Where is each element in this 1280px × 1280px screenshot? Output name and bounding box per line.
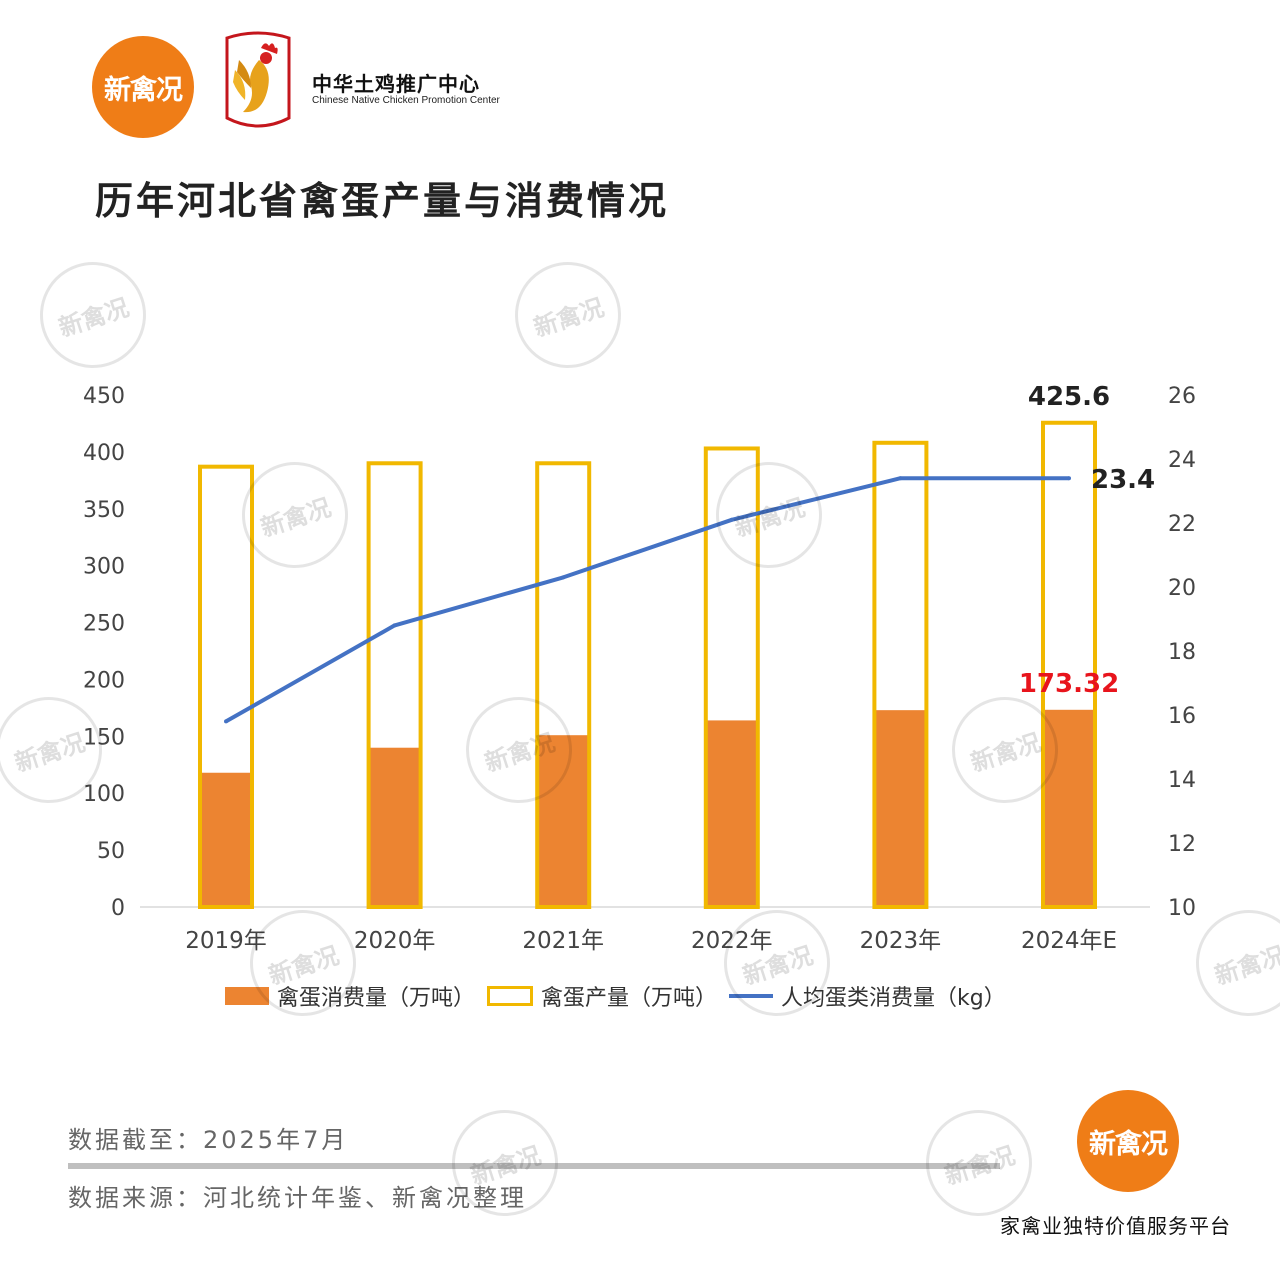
- y-left-tick-label: 250: [83, 612, 125, 637]
- y-left-tick-label: 300: [83, 555, 125, 580]
- line-point-per-capita: [392, 623, 397, 628]
- brand-logo: 新禽况: [92, 36, 194, 138]
- brand-name-en: Chinese Native Chicken Promotion Center: [312, 95, 500, 106]
- y-right-tick-label: 10: [1168, 896, 1196, 921]
- legend-item-consumption: 禽蛋消费量（万吨）: [225, 980, 475, 1012]
- brand-logo-text: 新禽况: [104, 74, 183, 106]
- legend-label-per-capita: 人均蛋类消费量（kg）: [781, 986, 1006, 1011]
- bar-production: [366, 461, 423, 909]
- bar-consumption: [875, 710, 926, 907]
- bar-consumption: [369, 747, 420, 907]
- bar-consumption: [1044, 709, 1094, 907]
- line-point-per-capita: [729, 517, 734, 522]
- bar-production: [703, 446, 760, 909]
- y-right-tick-label: 14: [1168, 768, 1196, 793]
- data-source: 数据来源：河北统计年鉴、新禽况整理: [68, 1184, 527, 1212]
- footer-logo-text: 新禽况: [1089, 1128, 1168, 1160]
- legend-label-production: 禽蛋产量（万吨）: [541, 986, 718, 1011]
- x-tick-label: 2022年: [691, 928, 773, 954]
- x-tick-label: 2024年E: [1021, 928, 1117, 954]
- footer-divider: [68, 1163, 1000, 1169]
- line-point-per-capita: [898, 476, 903, 481]
- legend-swatch-per-capita: [729, 994, 774, 998]
- legend-swatch-production: [487, 986, 534, 1006]
- y-right-tick-label: 16: [1168, 704, 1196, 729]
- chart-legend: 禽蛋消费量（万吨） 禽蛋产量（万吨） 人均蛋类消费量（kg）: [225, 980, 1018, 1012]
- y-left-tick-label: 0: [111, 896, 125, 921]
- platform-tagline: 家禽业独特价值服务平台: [1000, 1214, 1231, 1238]
- legend-item-per-capita: 人均蛋类消费量（kg）: [729, 980, 1006, 1012]
- x-tick-label: 2021年: [522, 928, 604, 954]
- bar-consumption: [201, 772, 251, 907]
- page-title: 历年河北省禽蛋产量与消费情况: [95, 179, 670, 223]
- footer-logo: 新禽况: [1077, 1090, 1179, 1192]
- y-right-tick-label: 18: [1168, 640, 1196, 665]
- data-date: 数据截至：2025年7月: [68, 1126, 349, 1154]
- line-point-per-capita: [561, 575, 566, 580]
- y-left-tick-label: 100: [83, 782, 125, 807]
- y-right-tick-label: 12: [1168, 832, 1196, 857]
- y-right-tick-label: 24: [1168, 448, 1196, 473]
- bar-production: [872, 440, 929, 909]
- y-right-tick-label: 22: [1168, 512, 1196, 537]
- y-right-tick-label: 26: [1168, 384, 1196, 409]
- bar-production: [535, 461, 592, 909]
- brand-name-cn: 中华土鸡推广中心: [312, 72, 480, 96]
- y-left-tick-label: 400: [83, 441, 125, 466]
- data-label-consumption: 173.32: [1019, 669, 1119, 699]
- legend-swatch-consumption: [225, 987, 269, 1005]
- x-tick-label: 2023年: [860, 928, 942, 954]
- bar-production: [198, 464, 254, 909]
- y-left-tick-label: 350: [83, 498, 125, 523]
- x-tick-label: 2019年: [185, 928, 267, 954]
- line-point-per-capita: [224, 719, 228, 724]
- line-point-per-capita: [1067, 476, 1071, 481]
- y-right-tick-label: 20: [1168, 576, 1196, 601]
- y-left-tick-label: 450: [83, 384, 125, 409]
- line-per-capita: [225, 476, 1069, 724]
- bar-consumption: [706, 720, 757, 907]
- legend-item-production: 禽蛋产量（万吨）: [487, 980, 717, 1012]
- x-tick-label: 2020年: [354, 928, 436, 954]
- data-label-per-capita: 23.4: [1091, 465, 1155, 495]
- rooster-logo-icon: [225, 31, 291, 128]
- legend-label-consumption: 禽蛋消费量（万吨）: [277, 986, 476, 1011]
- y-left-tick-label: 200: [83, 668, 125, 693]
- data-label-production: 425.6: [1028, 382, 1110, 412]
- bar-consumption: [538, 735, 589, 907]
- bar-production: [1041, 420, 1097, 909]
- y-left-tick-label: 50: [97, 839, 125, 864]
- y-left-tick-label: 150: [83, 725, 125, 750]
